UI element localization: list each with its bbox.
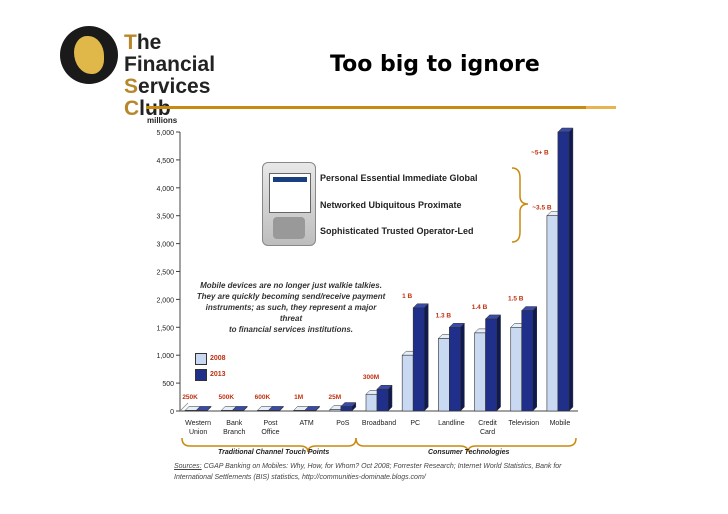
x-tick-label: Credit [478, 420, 497, 427]
data-label: 600K [255, 394, 271, 401]
bar-2013 [268, 410, 280, 412]
data-label: 1.3 B [436, 312, 452, 319]
y-tick-label: 4,500 [156, 158, 174, 165]
axis-depth-line [179, 402, 189, 412]
bar-2008 [257, 410, 269, 412]
traditional-brace [181, 437, 357, 453]
bar-2008 [329, 409, 342, 412]
bar-2013 [557, 131, 570, 412]
data-label: 25M [328, 394, 341, 401]
bar-2013 [449, 326, 461, 412]
bar-2008 [474, 332, 486, 412]
bar-2008 [438, 338, 450, 412]
x-tick-label: ATM [300, 420, 314, 427]
bar-2013 [521, 310, 534, 412]
y-tick-label: 0 [170, 409, 174, 416]
logo-text: The Financial Services Club [124, 31, 216, 120]
bar-2008 [184, 410, 197, 412]
title-rule-accent [586, 106, 616, 109]
x-tick-label: Mobile [550, 420, 571, 427]
y-tick-label: 5,000 [156, 130, 174, 137]
bar-2013 [304, 410, 316, 412]
sources-footnote: Sources: CGAP Banking on Mobiles: Why, H… [174, 463, 562, 481]
bar-2008 [220, 410, 233, 412]
bracket-label-traditional: Traditional Channel Touch Points [218, 449, 330, 456]
data-label: 300M [363, 374, 379, 381]
data-label: 250K [182, 394, 198, 401]
y-tick-label: 2,500 [156, 270, 174, 277]
bar-2008 [293, 410, 305, 412]
y-tick-label: 1,000 [156, 353, 174, 360]
bar-side-2013 [532, 305, 537, 412]
legend-label-2008: 2008 [210, 355, 226, 362]
y-axis-label: millions [147, 116, 178, 125]
data-label: ~3.5 B [532, 205, 552, 212]
y-tick-label: 2,000 [156, 297, 174, 304]
x-tick-label: Post [263, 420, 277, 427]
x-tick-label: Western [185, 420, 211, 427]
x-tick-label: Television [508, 420, 539, 427]
title-rule [146, 106, 586, 109]
legend-label-2013: 2013 [210, 371, 226, 378]
bar-2013 [412, 307, 425, 412]
attribute-line-3: Sophisticated Trusted Operator-Led [320, 226, 474, 236]
data-label: 1M [294, 394, 303, 401]
bar-2013 [376, 388, 389, 412]
data-label: 500K [218, 394, 234, 401]
y-tick-label: 4,000 [156, 186, 174, 193]
bar-2008 [365, 393, 378, 412]
consumer-brace [355, 437, 577, 453]
bar-2008 [546, 215, 559, 412]
attributes-brace [511, 167, 529, 243]
attribute-line-1: Personal Essential Immediate Global [320, 173, 478, 183]
bar-2013 [231, 410, 244, 412]
bar-side-2013 [423, 303, 429, 412]
x-tick-label: Landline [438, 420, 465, 427]
y-tick-label: 500 [162, 381, 174, 388]
y-tick-label: 3,000 [156, 242, 174, 249]
data-label: 1.4 B [472, 304, 488, 311]
data-label: 1.5 B [508, 296, 524, 303]
bar-side-2013 [496, 314, 501, 412]
data-label: 1 B [402, 293, 412, 300]
slide-title: Too big to ignore [330, 52, 540, 77]
data-label: ~5+ B [531, 149, 549, 156]
x-tick-label: Card [480, 429, 495, 436]
x-tick-label: Branch [223, 429, 245, 436]
legend-swatch-2013 [195, 369, 207, 381]
attribute-line-2: Networked Ubiquitous Proximate [320, 200, 462, 210]
mobile-phone-icon [262, 162, 316, 246]
bar-side-2013 [387, 384, 393, 412]
x-tick-label: Bank [226, 420, 242, 427]
logo: The Financial Services Club [60, 26, 240, 120]
bar-2008 [401, 354, 414, 412]
bar-side-2013 [460, 322, 465, 412]
y-tick-label: 3,500 [156, 214, 174, 221]
bar-2013 [485, 318, 497, 412]
logo-emblem-icon [60, 26, 118, 84]
x-tick-label: PC [410, 420, 420, 427]
legend-swatch-2008 [195, 353, 207, 365]
x-tick-label: PoS [336, 420, 350, 427]
bar-2008 [510, 326, 523, 412]
bracket-label-consumer: Consumer Technologies [428, 449, 510, 456]
bar-side-2013 [568, 127, 574, 412]
y-tick-label: 1,500 [156, 325, 174, 332]
x-tick-label: Union [189, 429, 207, 436]
x-tick-label: Office [261, 429, 279, 436]
bar-2013 [195, 410, 208, 412]
bar-2013 [340, 406, 353, 412]
x-tick-label: Broadband [362, 420, 396, 427]
callout-note: Mobile devices are no longer just walkie… [196, 281, 386, 334]
